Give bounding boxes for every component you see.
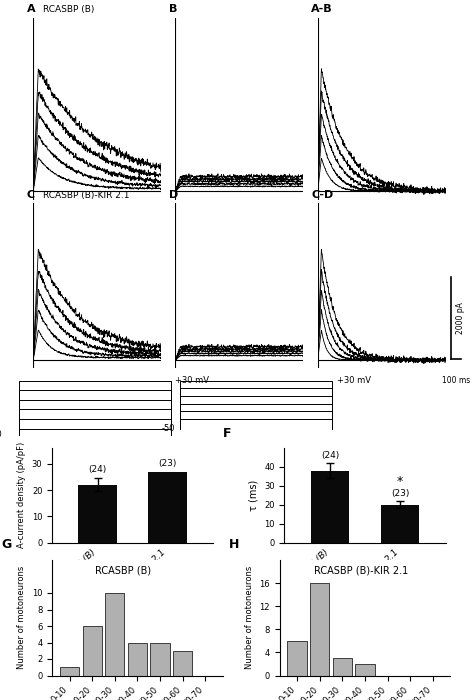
Bar xyxy=(128,643,147,676)
Y-axis label: τ (ms): τ (ms) xyxy=(248,480,258,511)
Y-axis label: A-current density (pA/pF): A-current density (pA/pF) xyxy=(17,442,26,548)
Bar xyxy=(105,593,125,676)
Bar xyxy=(356,664,374,676)
Text: RCASBP (B): RCASBP (B) xyxy=(95,566,151,576)
Text: -100: -100 xyxy=(0,430,2,440)
Bar xyxy=(310,583,329,676)
Bar xyxy=(333,658,352,676)
Text: RCASBP (B)-KIR 2.1: RCASBP (B)-KIR 2.1 xyxy=(44,190,130,199)
Text: 100 ms: 100 ms xyxy=(442,376,470,385)
Text: C: C xyxy=(27,190,35,200)
Text: H: H xyxy=(228,538,239,551)
Y-axis label: Number of motoneurons: Number of motoneurons xyxy=(18,566,27,669)
Text: C-D: C-D xyxy=(311,190,333,200)
Text: B: B xyxy=(169,4,177,14)
Y-axis label: Number of motoneurons: Number of motoneurons xyxy=(245,566,254,669)
Text: *: * xyxy=(397,475,403,488)
Bar xyxy=(287,641,307,676)
Bar xyxy=(381,505,419,542)
Bar xyxy=(60,667,79,676)
Text: D: D xyxy=(169,190,178,200)
Text: A-B: A-B xyxy=(311,4,333,14)
Text: (24): (24) xyxy=(321,452,339,461)
Text: +30 mV: +30 mV xyxy=(175,376,210,385)
Bar xyxy=(148,472,187,542)
Text: 2000 pA: 2000 pA xyxy=(456,302,465,334)
Bar xyxy=(173,651,192,676)
Text: F: F xyxy=(223,428,232,440)
Text: RCASBP (B): RCASBP (B) xyxy=(44,5,95,14)
Text: (23): (23) xyxy=(159,458,177,468)
Text: (23): (23) xyxy=(391,489,409,498)
Text: RCASBP (B)-KIR 2.1: RCASBP (B)-KIR 2.1 xyxy=(314,566,408,576)
Text: G: G xyxy=(1,538,11,551)
Text: -50: -50 xyxy=(162,424,175,433)
Bar xyxy=(310,470,349,542)
Text: (24): (24) xyxy=(89,466,107,475)
Text: A: A xyxy=(27,4,36,14)
Bar xyxy=(150,643,170,676)
Text: +30 mV: +30 mV xyxy=(337,376,371,385)
Bar xyxy=(78,484,117,542)
Bar xyxy=(82,626,102,676)
